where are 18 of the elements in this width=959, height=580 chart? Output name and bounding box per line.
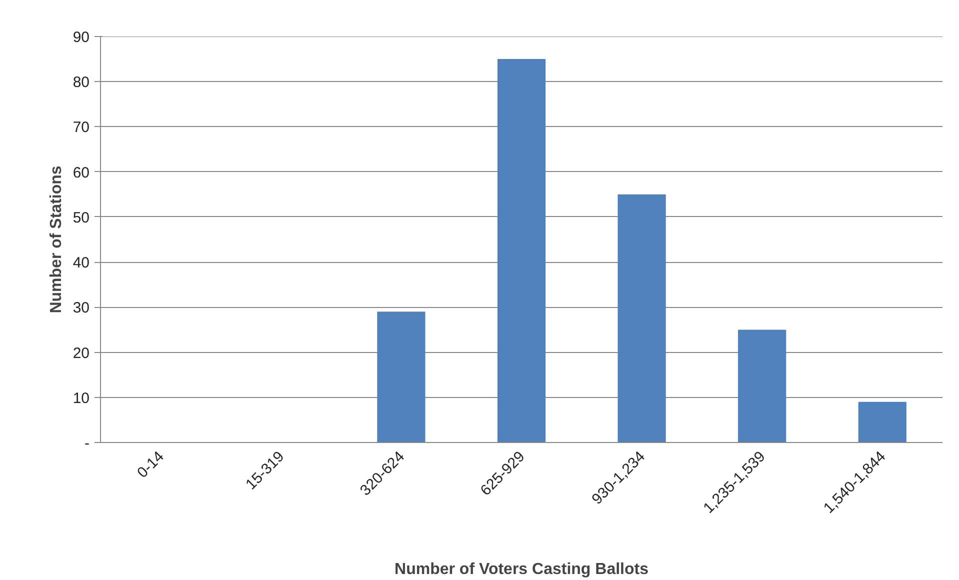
bar <box>377 312 426 442</box>
y-tick-label: 80 <box>72 74 90 92</box>
bar <box>497 59 546 442</box>
x-axis-title: Number of Voters Casting Ballots <box>394 560 649 578</box>
y-tick-label: 30 <box>72 300 90 317</box>
y-tick-label: 70 <box>72 119 90 136</box>
y-tick-label: - <box>84 435 90 452</box>
bar <box>618 194 666 442</box>
bar <box>858 402 906 442</box>
y-tick-label: 10 <box>72 390 90 407</box>
bar <box>738 330 786 442</box>
y-tick-label: 40 <box>72 254 90 272</box>
x-tick-label: 0-14 <box>134 448 168 482</box>
y-tick-label: 60 <box>72 164 90 182</box>
y-tick-label: 20 <box>72 344 90 362</box>
y-tick-label: 90 <box>72 29 90 46</box>
y-tick-label: 50 <box>72 209 90 226</box>
y-axis-title: Number of Stations <box>48 166 65 314</box>
